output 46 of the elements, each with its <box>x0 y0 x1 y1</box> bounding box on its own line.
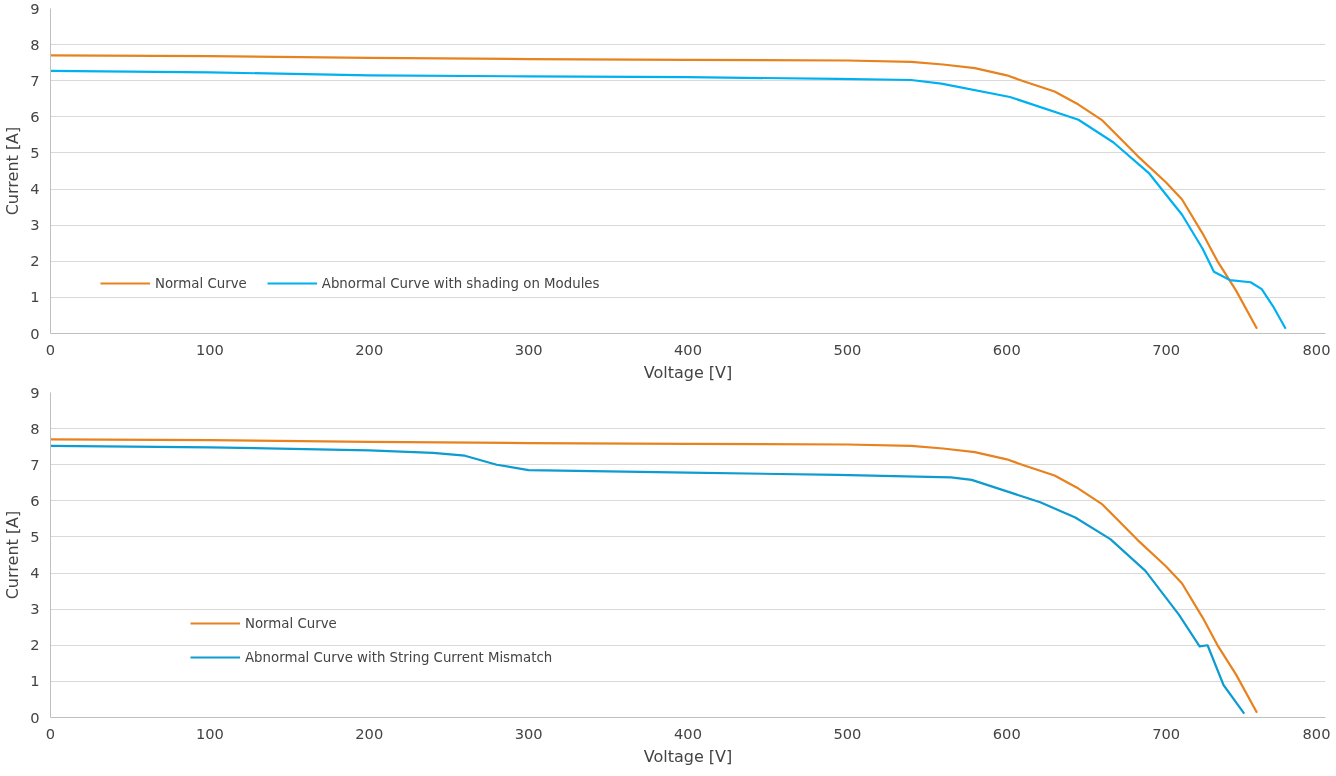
x-tick-label: 200 <box>355 340 384 358</box>
y-tick-label: 7 <box>30 71 40 89</box>
y-tick-label: 1 <box>30 672 40 690</box>
legend-label: Normal Curve <box>155 275 247 291</box>
legend-label: Abnormal Curve with shading on Modules <box>321 275 600 291</box>
x-tick-label: 700 <box>1152 340 1181 358</box>
y-tick-label: 5 <box>30 143 40 161</box>
x-tick-label: 100 <box>195 724 224 742</box>
legend-label: Normal Curve <box>245 615 337 631</box>
x-tick-label: 400 <box>674 340 702 358</box>
y-tick-label: 4 <box>30 564 40 582</box>
y-tick-label: 3 <box>30 600 40 618</box>
x-tick-label: 300 <box>514 724 543 742</box>
x-axis-title: Voltage [V] <box>643 362 733 382</box>
y-tick-label: 6 <box>30 107 40 125</box>
x-tick-label: 200 <box>355 724 384 742</box>
x-tick-label: 700 <box>1152 724 1181 742</box>
x-tick-label: 600 <box>992 724 1021 742</box>
x-tick-label: 100 <box>195 340 224 358</box>
x-tick-label: 500 <box>833 340 862 358</box>
y-axis-title: Current [A] <box>3 126 23 216</box>
x-tick-label: 800 <box>1302 340 1331 358</box>
x-axis-title: Voltage [V] <box>643 746 733 766</box>
y-tick-label: 1 <box>30 288 40 306</box>
y-tick-label: 6 <box>30 491 40 509</box>
y-tick-label: 4 <box>30 180 40 198</box>
y-tick-label: 8 <box>30 35 40 53</box>
y-tick-label: 9 <box>30 0 40 17</box>
y-tick-label: 7 <box>30 455 40 473</box>
y-tick-label: 5 <box>30 527 40 545</box>
y-tick-label: 3 <box>30 216 40 234</box>
y-axis-title: Current [A] <box>3 510 23 600</box>
x-tick-label: 500 <box>833 724 862 742</box>
y-tick-label: 2 <box>30 636 40 654</box>
legend-label: Abnormal Curve with String Current Mismatch <box>245 649 553 665</box>
y-tick-label: 0 <box>30 708 40 726</box>
y-tick-label: 0 <box>30 324 40 342</box>
x-tick-label: 0 <box>45 724 56 742</box>
y-tick-label: 2 <box>30 252 40 270</box>
x-tick-label: 600 <box>992 340 1021 358</box>
x-tick-label: 800 <box>1302 724 1331 742</box>
y-tick-label: 9 <box>30 383 40 401</box>
x-tick-label: 400 <box>674 724 702 742</box>
y-tick-label: 8 <box>30 419 40 437</box>
x-tick-label: 300 <box>514 340 543 358</box>
x-tick-label: 0 <box>45 340 56 358</box>
